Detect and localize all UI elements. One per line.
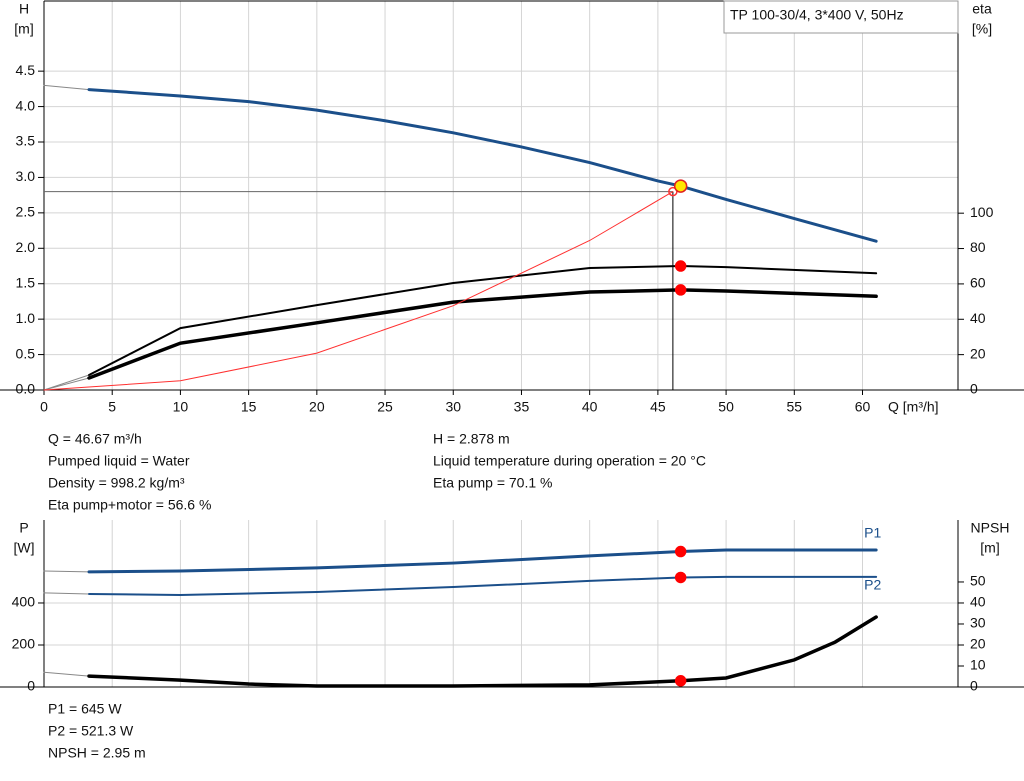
x-tick-label: 20 <box>309 399 325 415</box>
x-tick-label: 0 <box>40 399 48 415</box>
y-tick-label: 400 <box>12 594 36 610</box>
operating-point <box>673 179 688 193</box>
operating-point <box>674 675 687 687</box>
operating-point <box>674 545 687 558</box>
y-tick-label: 0 <box>27 678 35 694</box>
series-line <box>43 191 674 391</box>
series-line <box>88 575 878 596</box>
x-tick-label: 5 <box>108 399 116 415</box>
info-text: NPSH = 2.95 m <box>48 745 146 761</box>
series-line <box>87 615 878 688</box>
x-tick-label: 25 <box>377 399 393 415</box>
series-line <box>43 671 90 677</box>
y2-tick-label: 100 <box>970 204 994 220</box>
series-line <box>43 570 90 573</box>
x-tick-label: 40 <box>582 399 598 415</box>
x-tick-label: 35 <box>514 399 530 415</box>
y2-tick-label: 0 <box>970 678 978 694</box>
info-text: P1 = 645 W <box>48 701 122 717</box>
y2-tick-label: 0 <box>970 381 978 397</box>
y-tick-label: 4.5 <box>16 62 36 78</box>
info-text: Eta pump = 70.1 % <box>433 475 552 491</box>
x-tick-label: 45 <box>650 399 666 415</box>
info-text: Q = 46.67 m³/h <box>48 431 142 447</box>
y-axis-unit: [W] <box>14 540 35 556</box>
y2-tick-label: 20 <box>970 636 986 652</box>
y-tick-label: 4.0 <box>16 97 36 113</box>
y-tick-label: 2.0 <box>16 239 36 255</box>
x-tick-label: 10 <box>173 399 189 415</box>
x-tick-label: 15 <box>241 399 257 415</box>
x-tick-label: 60 <box>855 399 871 415</box>
y-tick-label: 2.5 <box>16 204 36 220</box>
y2-tick-label: 40 <box>970 310 986 326</box>
y-tick-label: 1.5 <box>16 274 36 290</box>
y2-tick-label: 80 <box>970 239 986 255</box>
x-tick-label: 50 <box>718 399 734 415</box>
x-tick-label: 55 <box>787 399 803 415</box>
series-line <box>87 548 878 574</box>
info-text: P2 = 521.3 W <box>48 723 134 739</box>
y2-axis-label: NPSH <box>971 520 1010 536</box>
y2-axis-unit: [%] <box>972 21 992 37</box>
series-label: P2 <box>864 577 881 593</box>
series-line <box>43 377 90 391</box>
series-line <box>43 592 90 595</box>
y2-tick-label: 20 <box>970 345 986 361</box>
y-axis-unit: [m] <box>14 21 33 37</box>
info-text: Density = 998.2 kg/m³ <box>48 475 185 491</box>
info-text: Pumped liquid = Water <box>48 453 190 469</box>
info-text: Eta pump+motor = 56.6 % <box>48 497 211 513</box>
info-text: H = 2.878 m <box>433 431 510 447</box>
y2-tick-label: 60 <box>970 275 986 291</box>
series-line <box>87 288 878 380</box>
y-axis-label: H <box>19 1 29 17</box>
chart-title: TP 100-30/4, 3*400 V, 50Hz <box>730 7 904 23</box>
series-line <box>88 265 878 376</box>
info-text: Liquid temperature during operation = 20… <box>433 453 706 469</box>
operating-point <box>674 284 687 296</box>
series-line <box>87 88 878 243</box>
y-tick-label: 200 <box>12 636 36 652</box>
y-tick-label: 3.0 <box>16 168 36 184</box>
y2-axis-label: eta <box>972 1 992 17</box>
series-line <box>43 84 90 91</box>
y2-tick-label: 30 <box>970 615 986 631</box>
y2-tick-label: 10 <box>970 657 986 673</box>
y-tick-label: 3.5 <box>16 133 36 149</box>
title-box <box>723 0 959 34</box>
y-tick-label: 0.0 <box>16 381 36 397</box>
operating-point <box>674 260 687 272</box>
series-label: P1 <box>864 525 881 541</box>
y2-tick-label: 40 <box>970 594 986 610</box>
x-axis-label: Q [m³/h] <box>888 399 939 415</box>
x-tick-label: 30 <box>445 399 461 415</box>
operating-point <box>674 571 687 584</box>
y-tick-label: 0.5 <box>16 345 36 361</box>
y-tick-label: 1.0 <box>16 310 36 326</box>
y-axis-label: P <box>19 520 28 536</box>
y2-tick-label: 50 <box>970 573 986 589</box>
y2-axis-unit: [m] <box>980 540 999 556</box>
